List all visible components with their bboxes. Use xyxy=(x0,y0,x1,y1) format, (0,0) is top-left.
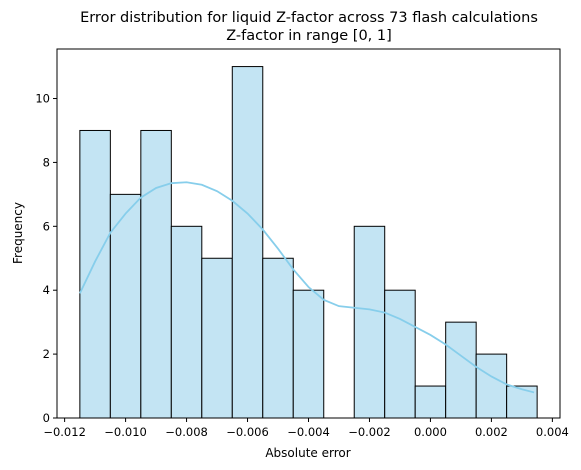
y-axis-ticks: 0 2 4 6 8 10 xyxy=(35,92,57,425)
histogram-bar xyxy=(140,129,172,419)
x-tick-label: 0.002 xyxy=(475,425,508,439)
x-axis-ticks: −0.012 −0.010 −0.008 −0.006 −0.004 −0.002 0.00… xyxy=(43,418,569,439)
x-tick-label: −0.008 xyxy=(165,425,208,439)
y-tick-label: 8 xyxy=(43,155,50,169)
histogram-bar xyxy=(109,193,142,419)
histogram-bar xyxy=(231,66,264,419)
x-tick-label: −0.004 xyxy=(287,425,330,439)
y-tick-label: 0 xyxy=(43,411,50,425)
kde-curve-group xyxy=(79,181,535,394)
x-tick-label: −0.012 xyxy=(43,425,86,439)
y-tick-label: 4 xyxy=(43,283,50,297)
y-tick-label: 10 xyxy=(35,92,50,106)
y-axis-label: Frequency xyxy=(11,202,25,264)
x-tick-label: −0.010 xyxy=(104,425,147,439)
histogram-bar xyxy=(170,225,203,419)
x-axis-label: Absolute error xyxy=(265,446,350,460)
histogram-bar xyxy=(414,385,447,419)
x-tick-label: −0.002 xyxy=(348,425,391,439)
histogram-bar xyxy=(292,289,325,419)
histogram-bars xyxy=(79,66,538,419)
x-tick-label: 0.004 xyxy=(536,425,569,439)
y-tick-label: 2 xyxy=(43,347,50,361)
chart-title: Error distribution for liquid Z-factor a… xyxy=(80,10,538,26)
histogram-bar xyxy=(506,385,538,419)
chart-subtitle: Z-factor in range [0, 1] xyxy=(226,28,392,44)
x-tick-label: −0.006 xyxy=(226,425,269,439)
histogram-bar xyxy=(262,257,294,419)
histogram-bar xyxy=(79,129,111,419)
histogram-bar xyxy=(201,257,233,419)
histogram-bar xyxy=(384,289,416,419)
histogram-bar xyxy=(353,225,386,419)
kde-line xyxy=(79,181,535,394)
histogram-bar xyxy=(475,353,508,419)
histogram-bar xyxy=(445,321,477,419)
y-tick-label: 6 xyxy=(43,219,50,233)
x-tick-label: 0.000 xyxy=(414,425,447,439)
